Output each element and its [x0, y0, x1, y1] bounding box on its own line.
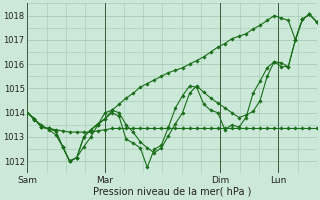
X-axis label: Pression niveau de la mer( hPa ): Pression niveau de la mer( hPa ) — [93, 187, 251, 197]
